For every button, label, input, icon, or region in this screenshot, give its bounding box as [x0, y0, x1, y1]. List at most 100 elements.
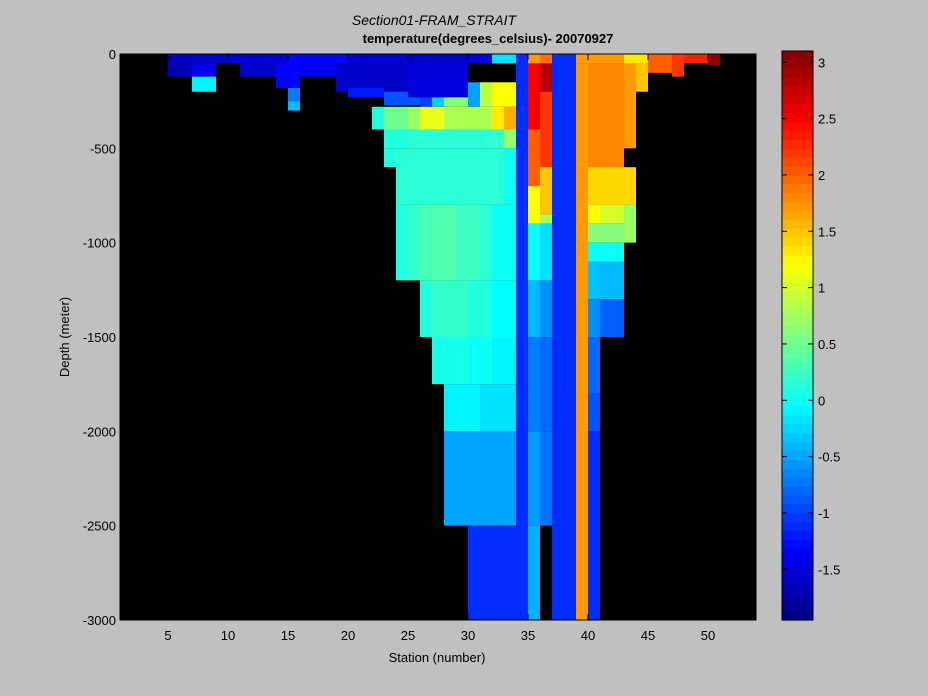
colorbar-segment: [782, 433, 813, 443]
heatmap-cell: [408, 54, 468, 64]
heatmap-cell: [372, 106, 384, 130]
x-tick-label: 20: [341, 628, 355, 643]
x-tick-label: 50: [701, 628, 715, 643]
colorbar-segment: [782, 593, 813, 603]
heatmap-cell: [540, 214, 552, 224]
heatmap-cell: [588, 337, 600, 394]
heatmap-cell: [432, 97, 444, 107]
y-tick-label: -500: [90, 141, 116, 156]
heatmap-cell: [540, 223, 552, 281]
heatmap-cell: [480, 82, 492, 107]
heatmap-cell: [168, 54, 228, 64]
heatmap-cell: [684, 54, 708, 64]
heatmap-cell: [480, 384, 516, 432]
colorbar-segment: [782, 424, 813, 434]
colorbar-segment: [782, 326, 813, 337]
heatmap-cell: [384, 148, 396, 168]
heatmap-cell: [492, 337, 516, 385]
colorbar-segment: [782, 317, 813, 328]
heatmap-cell: [444, 106, 492, 130]
heatmap-cell: [540, 167, 552, 215]
colorbar-tick-label: -0.5: [818, 450, 840, 465]
x-tick-label: 30: [461, 628, 475, 643]
heatmap-cell: [420, 106, 444, 130]
heatmap-cell: [576, 63, 588, 621]
x-tick-label: 25: [401, 628, 415, 643]
heatmap-cell: [576, 54, 624, 64]
colorbar-segment: [782, 459, 813, 470]
heatmap-cell: [588, 223, 624, 243]
heatmap-cell: [540, 337, 552, 432]
heatmap-cell: [192, 63, 216, 77]
colorbar-segment: [782, 335, 813, 345]
colorbar-segment: [782, 237, 813, 248]
colorbar-segment: [782, 362, 813, 372]
colorbar-segment: [782, 397, 813, 408]
colorbar-segment: [782, 264, 813, 274]
heatmap-cell: [288, 87, 300, 102]
x-tick-label: 10: [221, 628, 235, 643]
colorbar-segment: [782, 504, 813, 514]
heatmap-cell: [528, 280, 540, 337]
heatmap-cell: [504, 129, 516, 149]
heatmap-cell: [492, 280, 516, 337]
heatmap-cell: [588, 431, 600, 620]
colorbar-segment: [782, 477, 813, 488]
y-axis-ticks: 0 -500 -1000 -1500 -2000 -2500 -3000: [83, 47, 756, 628]
colorbar-segment: [782, 406, 813, 417]
colorbar-segment: [782, 353, 813, 363]
x-tick-label: 5: [164, 628, 171, 643]
heatmap-cell: [528, 186, 540, 224]
heatmap-cell: [588, 204, 600, 224]
heatmap-cell: [528, 54, 540, 64]
heatmap-cell: [432, 337, 468, 385]
x-tick-label: 35: [521, 628, 535, 643]
colorbar-segment: [782, 548, 813, 559]
colorbar-tick-label: 1: [818, 281, 825, 296]
heatmap-cell: [600, 261, 624, 300]
heatmap-cell: [396, 204, 408, 281]
colorbar-segment: [782, 95, 813, 105]
colorbar-segment: [782, 566, 813, 577]
colorbar-segment: [782, 308, 813, 319]
colorbar-frame: [781, 50, 814, 621]
colorbar-segment: [782, 228, 813, 239]
heatmap-cell: [444, 431, 516, 526]
heatmap-cell: [408, 63, 468, 98]
x-tick-label: 40: [581, 628, 595, 643]
colorbar-segment: [782, 166, 813, 177]
colorbar-segment: [782, 486, 813, 497]
heatmap-cell: [504, 148, 516, 205]
heatmap-cell: [408, 129, 492, 149]
heatmap-cell: [492, 106, 504, 130]
heatmap-cell: [528, 63, 540, 130]
colorbar-segment: [782, 255, 813, 265]
colorbar-segment: [782, 131, 813, 141]
colorbar-segment: [782, 371, 813, 381]
colorbar-segment: [782, 379, 813, 390]
heatmap-cell: [540, 431, 552, 526]
heatmap-cell: [300, 63, 336, 77]
heatmap-cell: [168, 63, 192, 77]
heatmap-cell: [420, 280, 432, 337]
heatmap-cell: [276, 63, 300, 88]
colorbar-segment: [782, 77, 813, 88]
heatmap-cell: [528, 525, 540, 620]
colorbar-segment: [782, 219, 813, 230]
colorbar-segment: [782, 522, 813, 532]
x-tick-label: 15: [281, 628, 295, 643]
colorbar-segment: [782, 122, 813, 132]
heatmap-cell: [456, 204, 480, 281]
colorbar-segment: [782, 575, 813, 586]
y-tick-label: -2000: [83, 424, 116, 439]
heatmap-cell: [648, 54, 672, 73]
colorbar-segment: [782, 415, 813, 426]
colorbar-segment: [782, 51, 813, 61]
colorbar-segment: [782, 193, 813, 203]
colorbar: [782, 51, 813, 621]
chart-title: Section01-FRAM_STRAIT: [352, 12, 518, 28]
colorbar-segment: [782, 148, 813, 159]
colorbar-segment: [782, 531, 813, 541]
heatmap-cell: [348, 87, 384, 98]
